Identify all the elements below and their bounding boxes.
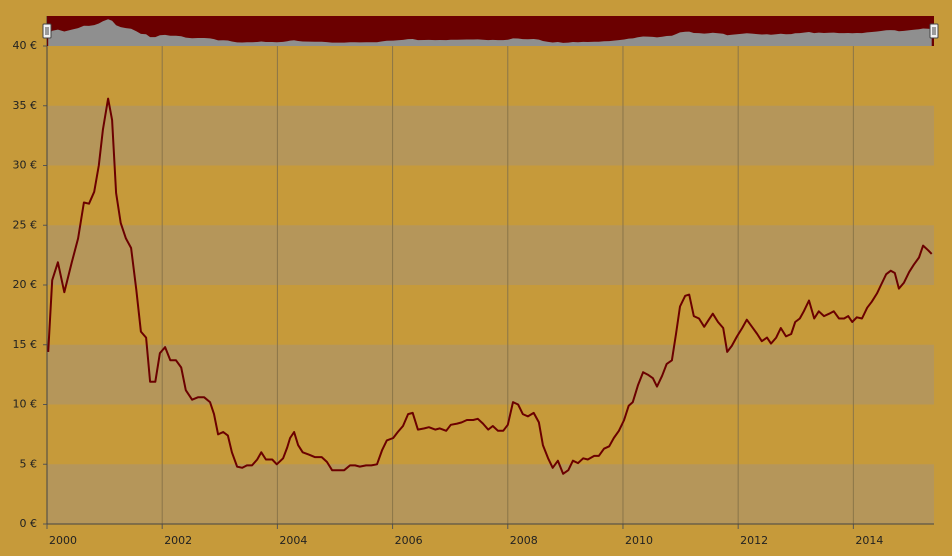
x-tick-label: 2010 [625,534,653,547]
plot-bands [47,105,934,524]
x-tick-label: 2004 [279,534,307,547]
plot-band [47,225,934,285]
navigator-handle [929,23,939,39]
navigator-area [48,19,932,46]
plot-band [47,464,934,524]
plot-band [47,105,934,166]
y-tick-label: 0 € [20,517,38,530]
y-tick-label: 20 € [13,278,38,291]
x-tick-label: 2002 [164,534,192,547]
x-tick-label: 2000 [49,534,77,547]
y-tick-label: 5 € [20,457,38,470]
x-tick-label: 2006 [395,534,423,547]
y-tick-label: 35 € [13,99,38,112]
y-tick-label: 15 € [13,338,38,351]
y-tick-label: 30 € [13,159,38,172]
price-line [47,97,933,475]
x-tick-label: 2012 [740,534,768,547]
y-tick-label: 10 € [13,398,38,411]
y-tick-label: 40 € [13,39,38,52]
y-tick-label: 25 € [13,218,38,231]
x-tick-label: 2014 [855,534,883,547]
x-tick-label: 2008 [510,534,538,547]
plot-band [47,344,934,405]
navigator-handle [42,23,52,39]
